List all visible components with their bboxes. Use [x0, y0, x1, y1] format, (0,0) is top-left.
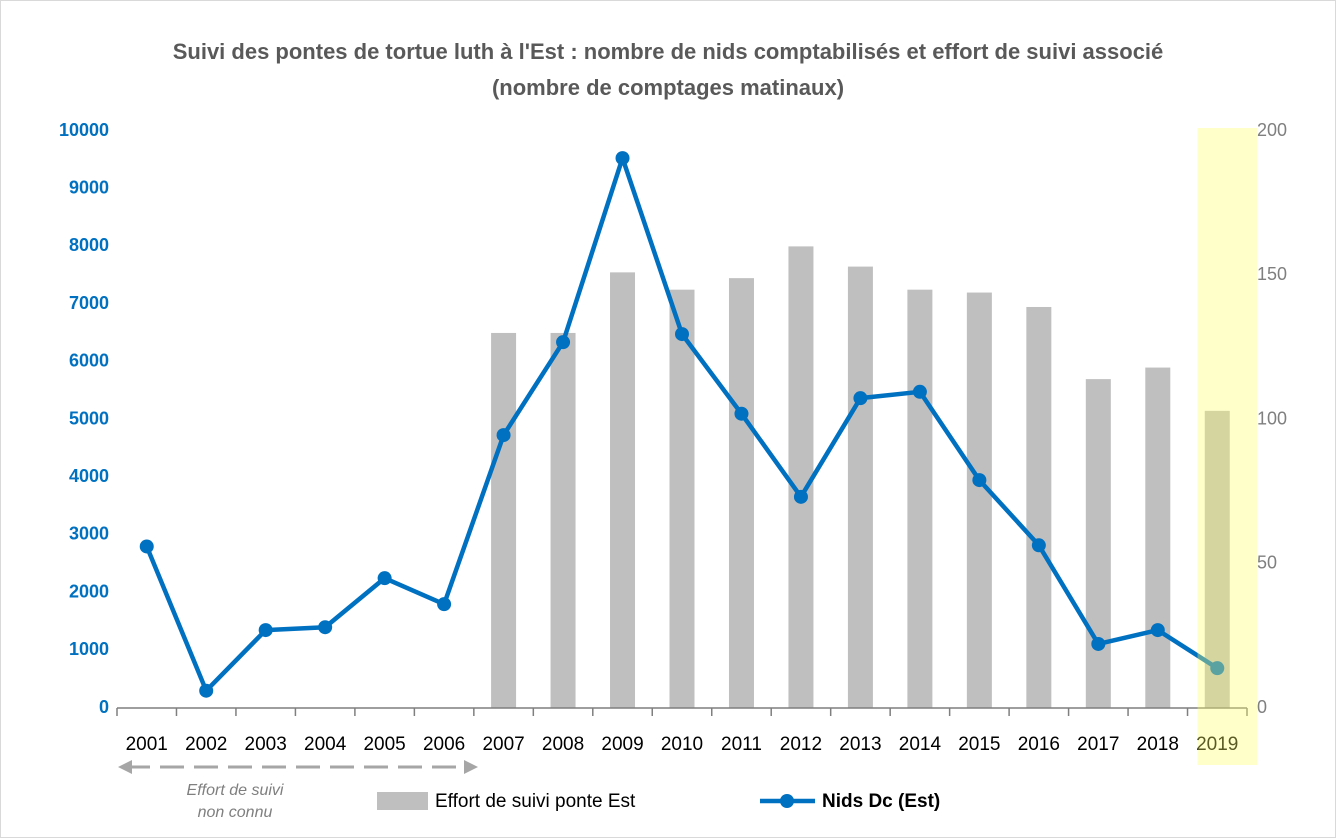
y-tick-label: 7000	[69, 293, 109, 313]
bar	[1026, 306, 1052, 708]
bar	[550, 332, 576, 708]
y2-tick-label: 0	[1257, 697, 1267, 717]
bar	[669, 289, 695, 708]
bar	[1145, 367, 1171, 708]
marker	[912, 384, 927, 399]
marker	[853, 391, 868, 406]
marker	[972, 473, 987, 488]
x-tick-label: 2010	[661, 734, 703, 755]
legend-swatch	[377, 792, 428, 810]
y-tick-label: 2000	[69, 581, 109, 601]
marker	[1091, 636, 1106, 651]
marker	[318, 620, 333, 635]
marker	[1031, 538, 1046, 553]
bar	[491, 332, 517, 708]
bar	[847, 266, 873, 708]
x-tick-label: 2018	[1137, 734, 1179, 755]
y-tick-label: 1000	[69, 639, 109, 659]
x-tick-label: 2004	[304, 734, 347, 755]
y-tick-label: 4000	[69, 466, 109, 486]
x-tick-label: 2006	[423, 734, 465, 755]
arrow-head	[118, 760, 132, 774]
y2-tick-label: 150	[1257, 264, 1287, 284]
annotation: non connu	[198, 804, 273, 821]
arrow-head	[464, 760, 478, 774]
annotation: Effort de suivi	[187, 782, 284, 799]
x-tick-label: 2016	[1018, 734, 1060, 755]
x-tick-label: 2019	[1196, 734, 1238, 755]
x-tick-label: 2002	[185, 734, 227, 755]
y-tick-label: 9000	[69, 177, 109, 197]
y-tick-label: 5000	[69, 408, 109, 428]
marker	[496, 428, 511, 443]
marker	[615, 151, 630, 166]
bar	[610, 272, 636, 708]
bar	[1085, 379, 1111, 708]
x-tick-label: 2009	[601, 734, 643, 755]
legend-label: Effort de suivi ponte Est	[435, 791, 636, 812]
y-tick-label: 10000	[59, 120, 109, 140]
marker	[734, 406, 749, 421]
y-tick-label: 0	[99, 697, 109, 717]
marker	[793, 489, 808, 504]
highlight	[1197, 128, 1257, 765]
x-tick-label: 2017	[1077, 734, 1119, 755]
bar	[788, 246, 814, 708]
y2-tick-label: 200	[1257, 120, 1287, 140]
x-tick-label: 2012	[780, 734, 822, 755]
marker	[437, 597, 452, 612]
y-tick-label: 6000	[69, 351, 109, 371]
bar	[1204, 410, 1230, 708]
x-tick-label: 2011	[721, 734, 762, 755]
legend-swatch	[780, 794, 794, 808]
bar	[728, 278, 754, 708]
x-tick-label: 2003	[245, 734, 287, 755]
x-tick-label: 2014	[899, 734, 942, 755]
marker	[377, 571, 392, 586]
x-tick-label: 2007	[482, 734, 524, 755]
x-tick-label: 2013	[839, 734, 881, 755]
bar	[907, 289, 933, 708]
marker	[556, 335, 571, 350]
y-tick-label: 8000	[69, 235, 109, 255]
marker	[139, 539, 154, 554]
marker	[1210, 661, 1225, 676]
bar	[966, 292, 992, 708]
y2-tick-label: 100	[1257, 408, 1287, 428]
legend-label: Nids Dc (Est)	[822, 791, 940, 812]
x-tick-label: 2015	[958, 734, 1000, 755]
x-tick-label: 2001	[126, 734, 168, 755]
y2-tick-label: 50	[1257, 553, 1277, 573]
marker	[258, 623, 273, 638]
chart-title: Suivi des pontes de tortue luth à l'Est …	[172, 39, 1164, 100]
marker	[1150, 623, 1165, 638]
x-tick-label: 2008	[542, 734, 584, 755]
marker	[675, 327, 689, 342]
x-tick-label: 2005	[363, 734, 405, 755]
marker	[199, 683, 214, 698]
y-tick-label: 3000	[69, 524, 109, 544]
